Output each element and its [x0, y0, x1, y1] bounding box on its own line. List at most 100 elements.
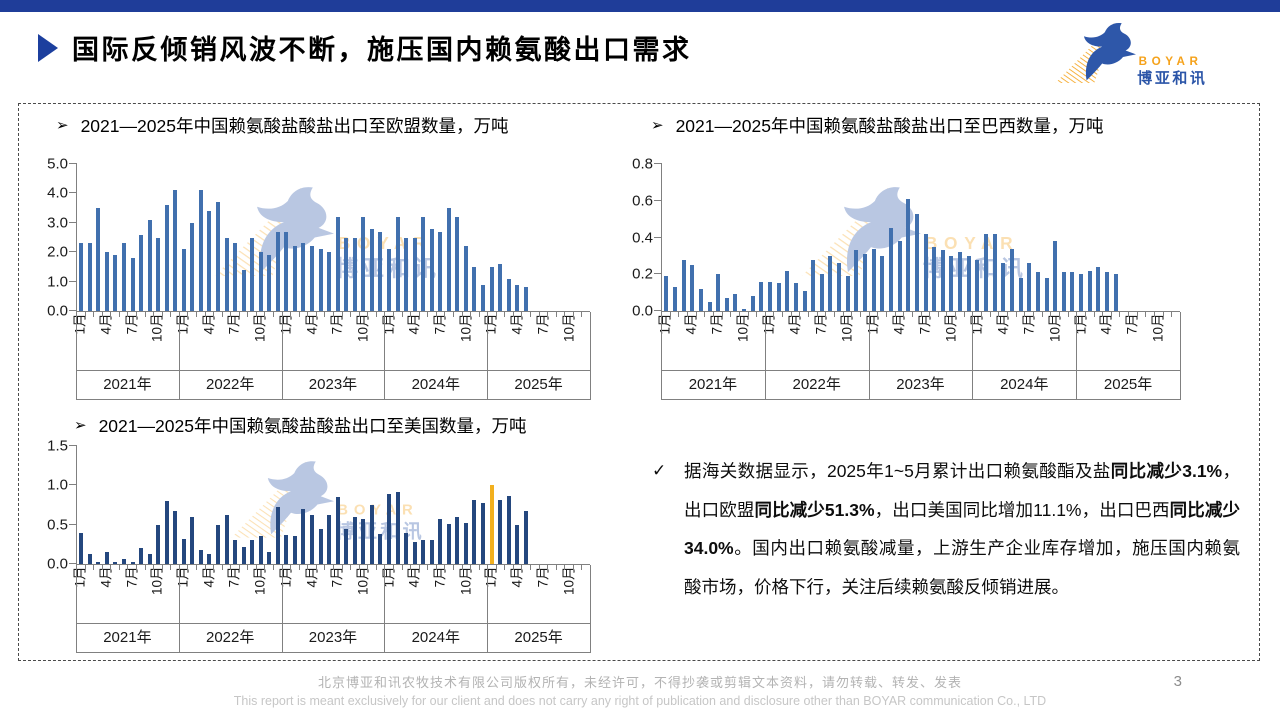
bar-eu-m6: [122, 243, 126, 311]
bar-slot: [248, 164, 257, 311]
month-tick: [375, 312, 377, 317]
bar-us-m16: [207, 553, 212, 564]
bar-slot: [205, 446, 214, 564]
bar-slot: [740, 164, 749, 311]
bar-slot: [342, 446, 351, 564]
bar-eu-m26: [292, 246, 297, 311]
bar-brazil-m39: [992, 233, 997, 311]
year-separator: [178, 565, 180, 653]
bar-brazil-m18: [811, 259, 816, 311]
month-tick: [851, 312, 853, 317]
month-tick: [859, 312, 861, 317]
plot-area: BOYAR 博亚和讯: [69, 163, 590, 312]
month-tick: [1171, 312, 1173, 317]
bar-series: [77, 446, 590, 564]
bar-slot: [103, 164, 112, 311]
month-label: 10月: [458, 566, 474, 596]
bar-slot: [973, 164, 982, 311]
bar-slot: [154, 446, 163, 564]
month-tick: [110, 565, 112, 570]
bar-slot: [826, 164, 835, 311]
bar-slot: [1129, 164, 1138, 311]
bar-slot: [792, 164, 801, 311]
bar-slot: [351, 446, 360, 564]
bar-slot: [835, 164, 844, 311]
bar-slot: [1059, 164, 1068, 311]
bar-slot: [385, 164, 394, 311]
bar-slot: [530, 164, 539, 311]
year-separator: [972, 312, 974, 400]
bar-eu-m8: [139, 234, 144, 311]
bar-us-m8: [139, 548, 144, 564]
bar-slot: [818, 164, 827, 311]
month-tick: [324, 312, 326, 317]
month-tick: [153, 565, 155, 570]
month-tick: [695, 312, 697, 317]
month-tick: [367, 312, 369, 317]
bar-slot: [530, 446, 539, 564]
month-tick: [738, 312, 740, 317]
bar-slot: [1042, 164, 1051, 311]
bar-slot: [964, 164, 973, 311]
bar-eu-m28: [310, 246, 315, 311]
bar-eu-m16: [207, 211, 212, 311]
bar-brazil-m10: [742, 309, 747, 311]
month-label: 10月: [1047, 313, 1063, 343]
bar-slot: [393, 164, 402, 311]
chart-title-text: 2021—2025年中国赖氨酸盐酸盐出口至欧盟数量，万吨: [80, 115, 509, 136]
bar-eu-m30: [327, 252, 332, 311]
month-tick: [204, 312, 206, 317]
bar-eu-m12: [173, 190, 178, 311]
y-tick-mark: [69, 280, 77, 282]
bar-us-m1: [79, 532, 84, 564]
bar-slot: [731, 164, 740, 311]
bar-brazil-m52: [1104, 272, 1109, 311]
month-label: 4月: [787, 313, 803, 335]
bar-slot: [547, 164, 556, 311]
content-border-box: [18, 103, 1260, 661]
bar-slot: [171, 164, 180, 311]
bar-slot: [316, 446, 325, 564]
y-tick-mark: [69, 310, 77, 311]
year-label: 2025年: [514, 629, 563, 646]
bar-us-m2: [87, 553, 92, 564]
month-tick: [230, 565, 232, 570]
bar-brazil-m29: [906, 198, 911, 311]
month-tick: [401, 312, 403, 317]
y-tick-mark: [69, 163, 77, 164]
boyar-logo: BOYAR 博亚和讯: [1036, 18, 1236, 96]
bar-slot: [162, 164, 171, 311]
bar-eu-m48: [480, 284, 485, 311]
month-label: 4月: [995, 313, 1011, 335]
bar-eu-m2: [87, 243, 92, 311]
year-label: 2025年: [1103, 376, 1153, 393]
bar-eu-m37: [386, 249, 391, 311]
bar-brazil-m33: [940, 250, 945, 311]
footer-disclaimer-en: This report is meant exclusively for our…: [233, 694, 1047, 708]
bar-slot: [1068, 164, 1077, 311]
bar-brazil-m40: [1001, 263, 1006, 311]
bar-brazil-m21: [837, 263, 842, 311]
bar-slot: [1051, 164, 1060, 311]
month-tick: [712, 312, 714, 317]
bar-slot: [342, 164, 351, 311]
y-tick-mark: [69, 563, 77, 564]
bar-eu-m7: [130, 258, 135, 311]
analysis-segment: 同比减少34.0%: [684, 499, 1241, 559]
bar-slot: [188, 164, 197, 311]
year-label: 2021年: [103, 376, 152, 393]
bar-brazil-m12: [759, 281, 764, 311]
bar-us-m6: [122, 559, 126, 564]
bar-slot: [180, 164, 189, 311]
month-tick: [581, 565, 583, 570]
y-tick-mark: [69, 523, 77, 525]
month-tick: [1058, 312, 1060, 317]
bar-slot: [376, 446, 385, 564]
bar-slot: [248, 446, 257, 564]
month-tick: [530, 312, 532, 317]
bar-slot: [308, 446, 317, 564]
bar-eu-m19: [233, 243, 238, 311]
month-label: 7月: [124, 313, 140, 335]
month-tick: [1145, 312, 1147, 317]
arrow-bullet-icon: ➢: [74, 417, 87, 434]
